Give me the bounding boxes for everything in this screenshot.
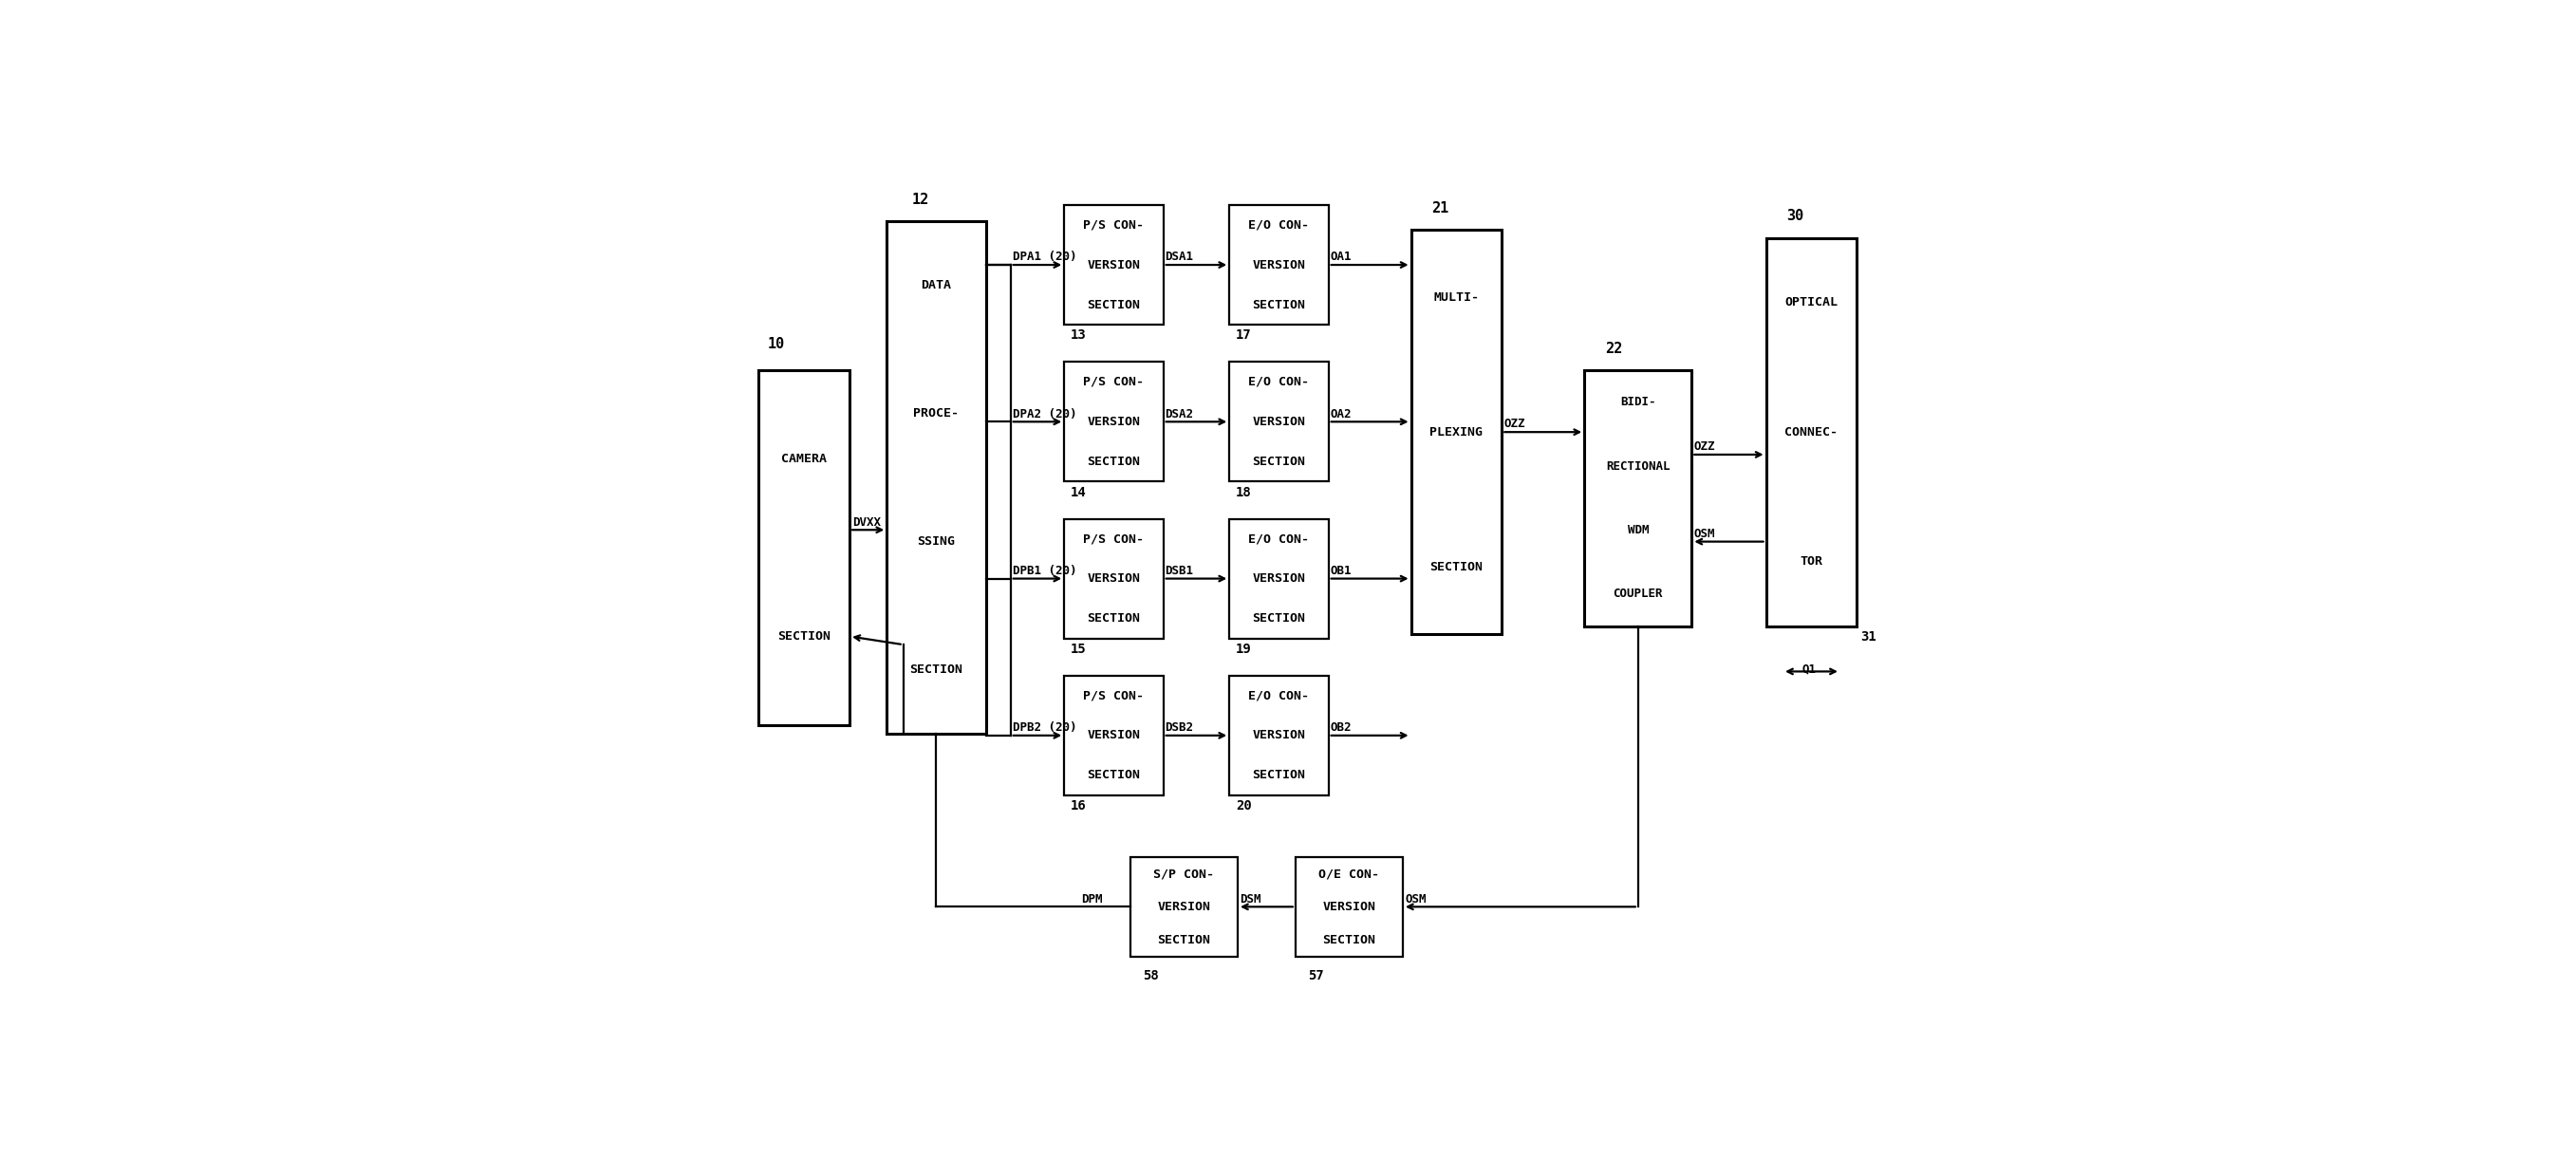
Text: SECTION: SECTION [1087,613,1141,624]
Text: OA2: OA2 [1329,408,1352,420]
Text: RECTIONAL: RECTIONAL [1605,460,1669,472]
Text: 30: 30 [1788,210,1803,223]
Bar [1767,239,1857,626]
Text: PROCE-: PROCE- [914,408,958,419]
Text: VERSION: VERSION [1087,416,1141,428]
Text: COUPLER: COUPLER [1613,588,1664,600]
Text: OB2: OB2 [1329,721,1352,734]
Text: TOR: TOR [1801,555,1824,567]
Text: P/S CON-: P/S CON- [1084,219,1144,232]
Text: E/O CON-: E/O CON- [1249,689,1309,702]
Text: SECTION: SECTION [1087,455,1141,468]
Text: VERSION: VERSION [1252,416,1306,428]
Text: 20: 20 [1236,799,1252,813]
Text: DPB1 (20): DPB1 (20) [1012,565,1077,577]
Text: OSM: OSM [1695,528,1716,540]
Text: 19: 19 [1236,643,1252,655]
Bar [1064,361,1164,482]
Text: DPM: DPM [1082,893,1103,906]
Text: E/O CON-: E/O CON- [1249,375,1309,388]
Bar [1229,361,1329,482]
Text: VERSION: VERSION [1157,901,1211,913]
Text: DSA2: DSA2 [1164,408,1193,420]
Text: CONNEC-: CONNEC- [1785,426,1839,438]
Text: SECTION: SECTION [1087,299,1141,312]
Bar [1064,675,1164,796]
Text: SECTION: SECTION [1252,613,1306,624]
Bar [1064,519,1164,638]
Bar [886,221,987,733]
Bar [1131,857,1236,957]
Text: 12: 12 [912,192,930,207]
Text: VERSION: VERSION [1252,572,1306,585]
Text: P/S CON-: P/S CON- [1084,533,1144,545]
Text: DPA2 (20): DPA2 (20) [1012,408,1077,420]
Text: OSM: OSM [1406,893,1427,906]
Text: P/S CON-: P/S CON- [1084,375,1144,388]
Text: SECTION: SECTION [909,664,963,675]
Text: MULTI-: MULTI- [1435,291,1479,303]
Text: OA1: OA1 [1329,251,1352,263]
Bar [1064,205,1164,324]
Text: DATA: DATA [922,279,951,292]
Text: DSA1: DSA1 [1164,251,1193,263]
Text: CAMERA: CAMERA [781,453,827,466]
Text: 10: 10 [768,337,783,351]
Text: DSM: DSM [1239,893,1262,906]
Text: VERSION: VERSION [1252,730,1306,741]
Text: OZZ: OZZ [1504,418,1525,431]
Text: SECTION: SECTION [1430,560,1484,573]
Text: 15: 15 [1072,643,1087,655]
Text: VERSION: VERSION [1087,258,1141,271]
Text: DPA1 (20): DPA1 (20) [1012,251,1077,263]
Text: 21: 21 [1432,200,1448,215]
Text: SECTION: SECTION [1087,769,1141,782]
Text: E/O CON-: E/O CON- [1249,533,1309,545]
Bar [760,371,850,725]
Text: 57: 57 [1309,969,1324,982]
Text: 17: 17 [1236,329,1252,342]
Bar [1229,519,1329,638]
Text: SECTION: SECTION [1252,299,1306,312]
Text: BIDI-: BIDI- [1620,396,1656,409]
Text: E/O CON-: E/O CON- [1249,219,1309,232]
Text: DSB1: DSB1 [1164,565,1193,577]
Bar [1584,371,1692,626]
Bar [1412,229,1502,635]
Text: 14: 14 [1072,485,1087,499]
Text: PLEXING: PLEXING [1430,426,1484,438]
Text: O/E CON-: O/E CON- [1319,867,1381,880]
Text: SECTION: SECTION [1252,769,1306,782]
Text: VERSION: VERSION [1087,730,1141,741]
Text: VERSION: VERSION [1252,258,1306,271]
Text: OZZ: OZZ [1695,440,1716,453]
Bar [1229,675,1329,796]
Text: SECTION: SECTION [1157,933,1211,946]
Text: 18: 18 [1236,485,1252,499]
Text: 58: 58 [1144,969,1159,982]
Text: SECTION: SECTION [1252,455,1306,468]
Text: 13: 13 [1072,329,1087,342]
Text: WDM: WDM [1628,523,1649,536]
Text: P/S CON-: P/S CON- [1084,689,1144,702]
Text: SECTION: SECTION [1321,933,1376,946]
Text: DPB2 (20): DPB2 (20) [1012,721,1077,734]
Text: 22: 22 [1605,342,1623,356]
Text: OB1: OB1 [1329,565,1352,577]
Text: VERSION: VERSION [1321,901,1376,913]
Text: DVXX: DVXX [853,516,881,528]
Text: OPTICAL: OPTICAL [1785,296,1839,309]
Text: 16: 16 [1072,799,1087,813]
Text: Q1: Q1 [1801,664,1816,675]
Text: SECTION: SECTION [778,630,832,643]
Text: DSB2: DSB2 [1164,721,1193,734]
Text: 31: 31 [1860,630,1878,644]
Text: VERSION: VERSION [1087,572,1141,585]
Text: SSING: SSING [917,535,956,548]
Bar [1296,857,1404,957]
Text: S/P CON-: S/P CON- [1154,867,1213,880]
Bar [1229,205,1329,324]
